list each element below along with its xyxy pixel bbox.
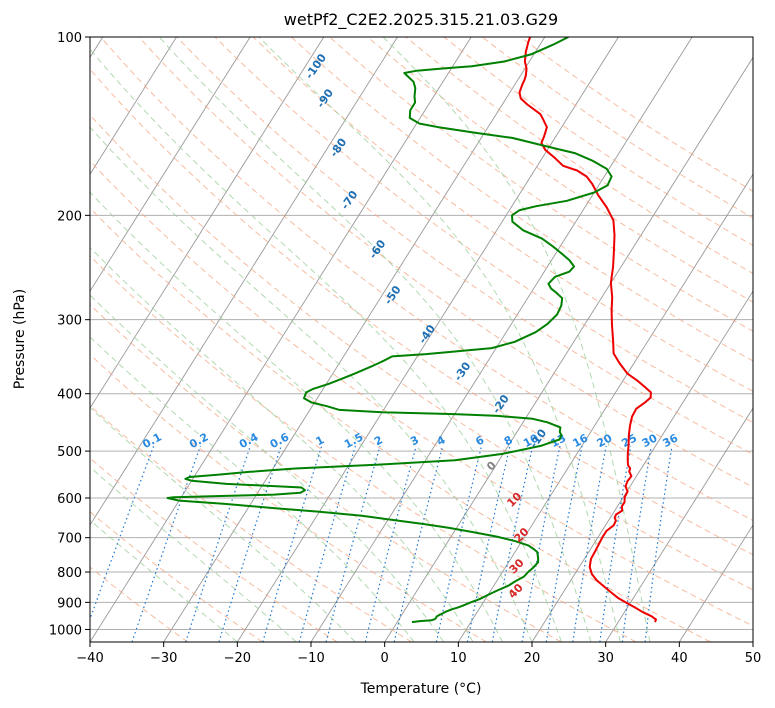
isotherm-line bbox=[90, 37, 251, 293]
dry-adiabat-line bbox=[90, 303, 562, 642]
isotherm-line bbox=[605, 407, 753, 642]
background-lines bbox=[90, 37, 753, 642]
x-tick-label: 0 bbox=[381, 651, 389, 666]
dry-adiabat-line bbox=[90, 255, 637, 642]
mixing-ratio-label: 30 bbox=[640, 431, 660, 450]
dry-adiabat-line bbox=[214, 37, 753, 424]
mixing-ratio-line bbox=[521, 445, 561, 642]
mixing-ratio-line bbox=[364, 445, 417, 642]
y-tick-label: 300 bbox=[57, 314, 82, 329]
moist-adiabat-line bbox=[90, 336, 415, 642]
isotherm-line bbox=[236, 37, 619, 642]
y-tick-label: 600 bbox=[57, 492, 82, 507]
dry-adiabat-line bbox=[90, 404, 413, 642]
x-axis: −40 −30 −20 −10 0 10 20 30 40 50 bbox=[76, 642, 761, 666]
dry-adiabat-line bbox=[90, 566, 188, 642]
x-tick-label: −30 bbox=[150, 651, 177, 666]
x-tick-label: 50 bbox=[745, 651, 762, 666]
x-tick-label: 20 bbox=[524, 651, 541, 666]
mixing-ratio-label: 10 bbox=[521, 431, 541, 450]
mixing-ratio-label: 20 bbox=[595, 431, 615, 450]
isotherm-line bbox=[384, 56, 753, 642]
y-tick-label: 100 bbox=[57, 31, 82, 46]
x-tick-label: −10 bbox=[297, 651, 324, 666]
moist-adiabat-line bbox=[258, 37, 621, 642]
mixing-ratio-line bbox=[393, 445, 444, 642]
mixing-ratio-line bbox=[466, 445, 511, 642]
y-tick-label: 400 bbox=[57, 388, 82, 403]
isotherm-line bbox=[90, 37, 325, 409]
dry-adiabat-line bbox=[90, 68, 753, 556]
mixing-ratio-line bbox=[262, 445, 323, 642]
mixing-ratio-line bbox=[435, 445, 483, 642]
moist-adiabat-line bbox=[90, 406, 356, 642]
isotherm-line bbox=[678, 524, 753, 642]
isotherm-line bbox=[531, 290, 753, 642]
isotherm-line bbox=[457, 173, 753, 642]
moist-adiabat-line bbox=[90, 126, 533, 642]
dry-adiabat-line bbox=[90, 457, 338, 642]
y-axis-title: Pressure (hPa) bbox=[12, 289, 28, 389]
y-axis: 100 200 300 400 500 600 700 800 900 1000 bbox=[49, 31, 90, 638]
y-tick-label: 1000 bbox=[49, 623, 82, 638]
mixing-ratio-line bbox=[545, 445, 583, 642]
x-tick-label: 40 bbox=[671, 651, 688, 666]
mixing-ratio-line bbox=[491, 445, 534, 642]
mixing-ratio-line bbox=[599, 445, 632, 642]
x-tick-label: 10 bbox=[450, 651, 467, 666]
dewpoint-line bbox=[166, 37, 613, 624]
dry-adiabat-line bbox=[138, 37, 753, 488]
moist-adiabat-line bbox=[90, 466, 297, 642]
moist-adiabat-line bbox=[90, 294, 445, 642]
y-tick-label: 500 bbox=[57, 445, 82, 460]
temperature-line bbox=[518, 37, 657, 623]
dry-adiabat-line bbox=[176, 37, 753, 455]
isotherm-line bbox=[752, 641, 753, 642]
y-tick-label: 200 bbox=[57, 209, 82, 224]
y-tick-label: 900 bbox=[57, 596, 82, 611]
dry-adiabat-line bbox=[90, 207, 711, 642]
mixing-ratio-line bbox=[218, 445, 282, 642]
dry-adiabat-line bbox=[90, 353, 487, 642]
isotherm-line bbox=[90, 37, 177, 176]
x-axis-title: Temperature (°C) bbox=[360, 681, 482, 697]
dry-adiabat-line bbox=[100, 37, 753, 521]
plot-frame bbox=[89, 36, 754, 643]
dry-adiabat-line bbox=[90, 114, 753, 591]
y-tick-label: 700 bbox=[57, 532, 82, 547]
dry-adiabat-line bbox=[329, 37, 753, 332]
y-tick-label: 800 bbox=[57, 566, 82, 581]
moist-adiabat-line bbox=[158, 37, 592, 642]
plot-area bbox=[90, 37, 753, 642]
chart-title: wetPf2_C2E2.2025.315.21.03.G29 bbox=[284, 10, 558, 30]
moist-adiabat-line bbox=[382, 37, 651, 642]
moist-adiabat-line bbox=[90, 246, 474, 642]
dry-adiabat-line bbox=[90, 160, 753, 627]
dry-adiabat-line bbox=[90, 511, 263, 642]
isotherm-line bbox=[310, 37, 693, 642]
x-tick-label: −20 bbox=[224, 651, 251, 666]
mixing-ratio-label: 16 bbox=[571, 431, 591, 450]
isotherm-line bbox=[90, 37, 398, 526]
x-tick-label: −40 bbox=[76, 651, 103, 666]
profile-lines bbox=[166, 37, 657, 624]
isotherm-line bbox=[90, 37, 472, 642]
mixing-ratio-line bbox=[572, 445, 607, 642]
isotherm-line bbox=[163, 37, 546, 642]
mixing-ratio-label: 36 bbox=[661, 431, 681, 450]
moist-adiabat-line bbox=[90, 48, 562, 642]
x-tick-label: 30 bbox=[597, 651, 614, 666]
dry-adiabat-line bbox=[367, 37, 753, 303]
